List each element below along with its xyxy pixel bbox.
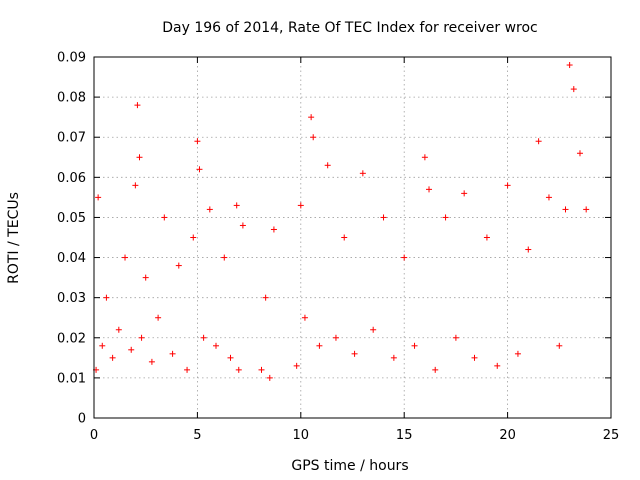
data-point <box>583 206 590 213</box>
data-points <box>93 62 590 381</box>
data-point <box>206 206 213 213</box>
chart-title: Day 196 of 2014, Rate Of TEC Index for r… <box>162 20 538 36</box>
data-point <box>411 342 418 349</box>
data-point <box>99 342 106 349</box>
x-tick-label: 15 <box>396 428 413 443</box>
data-point <box>514 350 521 357</box>
data-point <box>310 134 317 141</box>
data-point <box>525 246 532 253</box>
plot-frame <box>93 56 612 419</box>
data-point <box>196 166 203 173</box>
data-point <box>556 342 563 349</box>
data-point <box>258 366 265 373</box>
data-point <box>341 234 348 241</box>
x-axis-label: GPS time / hours <box>291 458 408 474</box>
data-point <box>227 354 234 361</box>
x-tick-label: 10 <box>293 428 310 443</box>
data-point <box>148 358 155 365</box>
data-point <box>494 362 501 369</box>
y-tick-labels: 0 0.01 0.02 0.03 0.04 0.05 0.06 0.07 0.08 0.09 <box>57 51 86 427</box>
data-point <box>332 334 339 341</box>
data-point <box>239 222 246 229</box>
data-point <box>562 206 569 213</box>
data-point <box>103 294 110 301</box>
data-point <box>213 342 220 349</box>
data-point <box>566 62 573 69</box>
y-tick-label: 0 <box>78 412 86 427</box>
data-point <box>169 350 176 357</box>
data-point <box>200 334 207 341</box>
data-point <box>401 254 408 261</box>
x-tick-label: 20 <box>499 428 516 443</box>
grid <box>94 57 611 418</box>
y-tick-label: 0.08 <box>57 91 86 106</box>
data-point <box>308 114 315 121</box>
data-point <box>109 354 116 361</box>
data-point <box>270 226 277 233</box>
data-point <box>452 334 459 341</box>
data-point <box>115 326 122 333</box>
data-point <box>233 202 240 209</box>
data-point <box>426 186 433 193</box>
data-point <box>324 162 331 169</box>
y-tick-label: 0.01 <box>57 371 86 386</box>
data-point <box>122 254 129 261</box>
data-point <box>128 346 135 353</box>
data-point <box>138 334 145 341</box>
data-point <box>359 170 366 177</box>
data-point <box>442 214 449 221</box>
axis-ticks <box>93 56 612 419</box>
data-point <box>142 274 149 281</box>
data-point <box>545 194 552 201</box>
data-point <box>297 202 304 209</box>
data-point <box>535 138 542 145</box>
data-point <box>194 138 201 145</box>
data-point <box>351 350 358 357</box>
x-tick-label: 25 <box>603 428 620 443</box>
data-point <box>316 342 323 349</box>
y-tick-label: 0.03 <box>57 291 86 306</box>
data-point <box>301 314 308 321</box>
data-point <box>221 254 228 261</box>
data-point <box>184 366 191 373</box>
x-tick-label: 5 <box>193 428 201 443</box>
data-point <box>132 182 139 189</box>
data-point <box>471 354 478 361</box>
data-point <box>570 86 577 93</box>
x-tick-label: 0 <box>90 428 98 443</box>
data-point <box>262 294 269 301</box>
data-point <box>175 262 182 269</box>
data-point <box>432 366 439 373</box>
data-point <box>136 154 143 161</box>
y-tick-label: 0.07 <box>57 131 86 146</box>
data-point <box>293 362 300 369</box>
y-tick-label: 0.06 <box>57 171 86 186</box>
x-tick-labels: 0 5 10 15 20 25 <box>90 428 619 443</box>
data-point <box>155 314 162 321</box>
y-tick-label: 0.09 <box>57 51 86 66</box>
data-point <box>235 366 242 373</box>
data-point <box>134 102 141 109</box>
data-point <box>576 150 583 157</box>
data-point <box>483 234 490 241</box>
data-point <box>504 182 511 189</box>
data-point <box>370 326 377 333</box>
y-tick-label: 0.04 <box>57 251 86 266</box>
data-point <box>161 214 168 221</box>
data-point <box>266 374 273 381</box>
data-point <box>461 190 468 197</box>
y-tick-label: 0.02 <box>57 331 86 346</box>
data-point <box>390 354 397 361</box>
y-axis-label: ROTI / TECUs <box>6 192 22 284</box>
data-point <box>190 234 197 241</box>
data-point <box>421 154 428 161</box>
data-point <box>95 194 102 201</box>
y-tick-label: 0.05 <box>57 211 86 226</box>
data-point <box>380 214 387 221</box>
